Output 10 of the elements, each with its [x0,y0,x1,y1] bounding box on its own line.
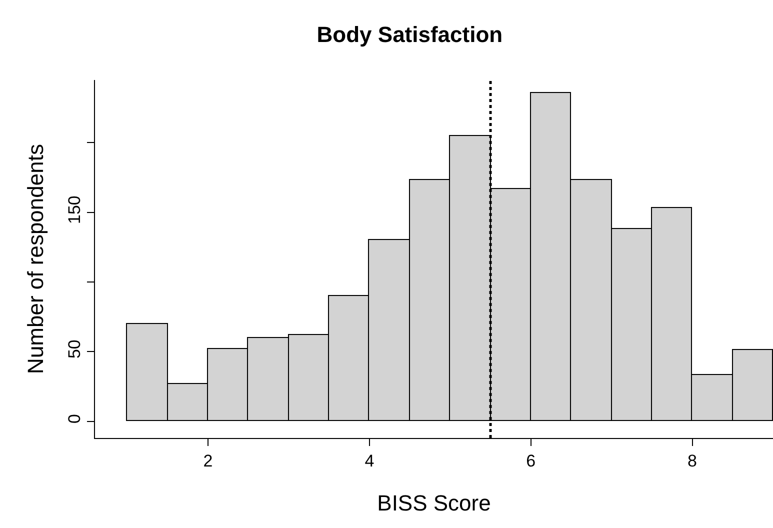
x-tick-label: 6 [526,451,536,470]
y-tick-label: 50 [65,340,84,359]
x-axis-title: BISS Score [377,490,491,516]
y-tick-label: 150 [65,196,84,224]
chart-title: Body Satisfaction [316,22,503,47]
x-tick-label: 4 [364,451,374,470]
x-tick-label: 2 [203,451,213,470]
y-axis-title: Number of respondents [23,144,48,374]
y-tick-label: 0 [65,414,84,424]
x-tick-label: 8 [688,451,698,470]
